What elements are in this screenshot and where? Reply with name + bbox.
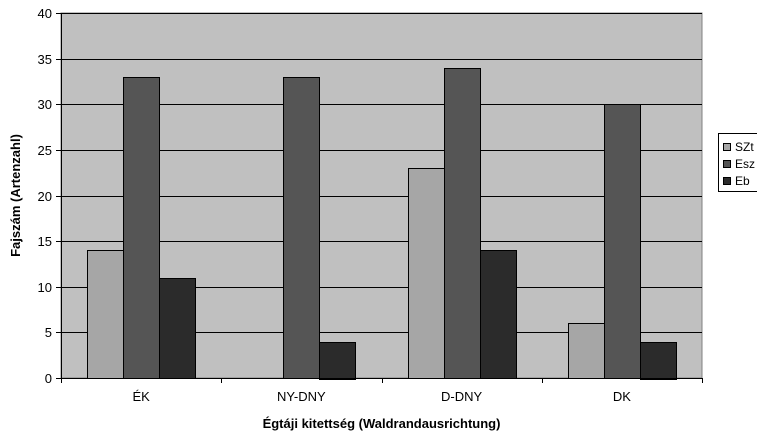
bar-eb-3 bbox=[640, 342, 677, 380]
legend-label-esz: Esz bbox=[735, 157, 755, 171]
legend-label-eb: Eb bbox=[735, 174, 750, 188]
y-tick-label: 30 bbox=[38, 97, 52, 112]
y-tick-label: 25 bbox=[38, 143, 52, 158]
y-tick-label: 0 bbox=[45, 371, 52, 386]
y-tick-label: 5 bbox=[45, 325, 52, 340]
bar-szt-2 bbox=[408, 168, 445, 379]
x-axis-title: Égtáji kitettség (Waldrandausrichtung) bbox=[263, 416, 501, 431]
legend-swatch-eb bbox=[723, 177, 731, 185]
axes bbox=[56, 13, 703, 383]
y-tick-label: 20 bbox=[38, 189, 52, 204]
bar-eb-2 bbox=[480, 250, 517, 379]
bar-esz-2 bbox=[444, 68, 481, 379]
x-tick-label: D-DNY bbox=[441, 389, 482, 404]
x-tick-label: ÉK bbox=[132, 389, 150, 404]
bar-eb-1 bbox=[319, 342, 356, 380]
y-tick-label: 40 bbox=[38, 6, 52, 21]
y-tick-labels: 0 5 10 15 20 25 30 35 40 bbox=[38, 6, 52, 386]
bar-szt-3 bbox=[568, 323, 605, 379]
bar-esz-3 bbox=[604, 104, 641, 379]
y-tick-label: 15 bbox=[38, 234, 52, 249]
x-tick-labels: ÉK NY-DNY D-DNY DK bbox=[132, 389, 631, 404]
bar-szt-0 bbox=[87, 250, 124, 379]
legend-label-szt: SZt bbox=[735, 140, 754, 154]
bars bbox=[87, 68, 677, 380]
y-axis-title: Fajszám (Artenzahl) bbox=[8, 134, 23, 257]
legend-swatch-esz bbox=[723, 160, 731, 168]
bar-esz-1 bbox=[283, 77, 320, 379]
x-tick-label: NY-DNY bbox=[277, 389, 326, 404]
x-tick-label: DK bbox=[613, 389, 631, 404]
bar-eb-0 bbox=[159, 278, 196, 379]
y-tick-label: 35 bbox=[38, 52, 52, 67]
legend-swatch-szt bbox=[723, 143, 731, 151]
legend: SZt Esz Eb bbox=[718, 133, 757, 192]
bar-esz-0 bbox=[123, 77, 160, 379]
y-tick-label: 10 bbox=[38, 280, 52, 295]
